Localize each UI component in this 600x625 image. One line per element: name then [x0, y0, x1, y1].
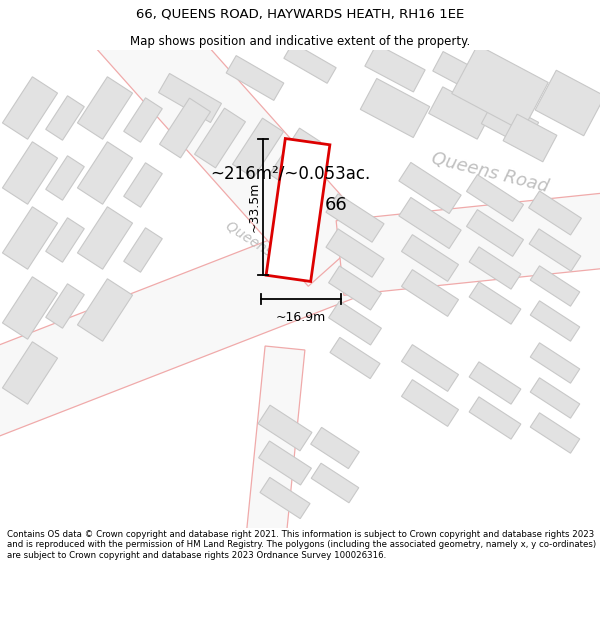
Polygon shape [233, 118, 283, 178]
Polygon shape [311, 428, 359, 469]
Polygon shape [329, 266, 382, 310]
Text: Contains OS data © Crown copyright and database right 2021. This information is : Contains OS data © Crown copyright and d… [7, 530, 596, 560]
Polygon shape [77, 77, 133, 139]
Polygon shape [311, 463, 359, 503]
Polygon shape [399, 198, 461, 249]
Polygon shape [46, 96, 84, 140]
Polygon shape [428, 87, 491, 139]
Polygon shape [529, 229, 581, 271]
Polygon shape [530, 378, 580, 418]
Polygon shape [46, 156, 84, 200]
Polygon shape [124, 228, 162, 272]
Polygon shape [330, 338, 380, 379]
Polygon shape [452, 45, 548, 131]
Text: ~16.9m: ~16.9m [276, 311, 326, 324]
Polygon shape [2, 77, 58, 139]
Polygon shape [481, 99, 539, 147]
Polygon shape [158, 74, 221, 122]
Polygon shape [530, 342, 580, 383]
Polygon shape [401, 379, 458, 426]
Polygon shape [530, 266, 580, 306]
Polygon shape [260, 478, 310, 519]
Polygon shape [535, 70, 600, 136]
Polygon shape [530, 412, 580, 453]
Polygon shape [284, 42, 336, 83]
Polygon shape [503, 114, 557, 162]
Polygon shape [326, 194, 384, 242]
Polygon shape [2, 207, 58, 269]
Polygon shape [360, 79, 430, 138]
Polygon shape [2, 277, 58, 339]
Polygon shape [124, 98, 162, 142]
Polygon shape [77, 207, 133, 269]
Polygon shape [77, 142, 133, 204]
Polygon shape [329, 301, 382, 345]
Text: ~33.5m: ~33.5m [248, 182, 261, 232]
Polygon shape [77, 279, 133, 341]
Polygon shape [433, 51, 487, 94]
Polygon shape [78, 0, 372, 286]
Text: Queens R: Queens R [223, 219, 287, 267]
Polygon shape [469, 362, 521, 404]
Polygon shape [399, 162, 461, 214]
Polygon shape [530, 301, 580, 341]
Polygon shape [46, 217, 84, 262]
Polygon shape [466, 174, 524, 221]
Polygon shape [401, 269, 458, 316]
Polygon shape [160, 98, 211, 158]
Text: Map shows position and indicative extent of the property.: Map shows position and indicative extent… [130, 34, 470, 48]
Polygon shape [365, 44, 425, 92]
Polygon shape [226, 56, 284, 101]
Polygon shape [46, 284, 84, 328]
Polygon shape [124, 162, 162, 208]
Polygon shape [336, 191, 600, 295]
Polygon shape [2, 142, 58, 204]
Polygon shape [266, 139, 330, 281]
Text: 66, QUEENS ROAD, HAYWARDS HEATH, RH16 1EE: 66, QUEENS ROAD, HAYWARDS HEATH, RH16 1E… [136, 8, 464, 21]
Text: Queens Road: Queens Road [430, 150, 550, 196]
Polygon shape [0, 218, 355, 438]
Polygon shape [469, 247, 521, 289]
Polygon shape [401, 344, 458, 391]
Polygon shape [469, 397, 521, 439]
Polygon shape [2, 342, 58, 404]
Text: 66: 66 [325, 196, 347, 214]
Polygon shape [326, 229, 384, 278]
Polygon shape [259, 441, 311, 485]
Polygon shape [469, 282, 521, 324]
Text: ~216m²/~0.053ac.: ~216m²/~0.053ac. [210, 164, 370, 182]
Polygon shape [269, 128, 320, 188]
Polygon shape [245, 346, 305, 550]
Polygon shape [466, 209, 524, 256]
Polygon shape [258, 405, 312, 451]
Polygon shape [194, 108, 245, 168]
Polygon shape [529, 191, 581, 235]
Polygon shape [401, 234, 458, 281]
